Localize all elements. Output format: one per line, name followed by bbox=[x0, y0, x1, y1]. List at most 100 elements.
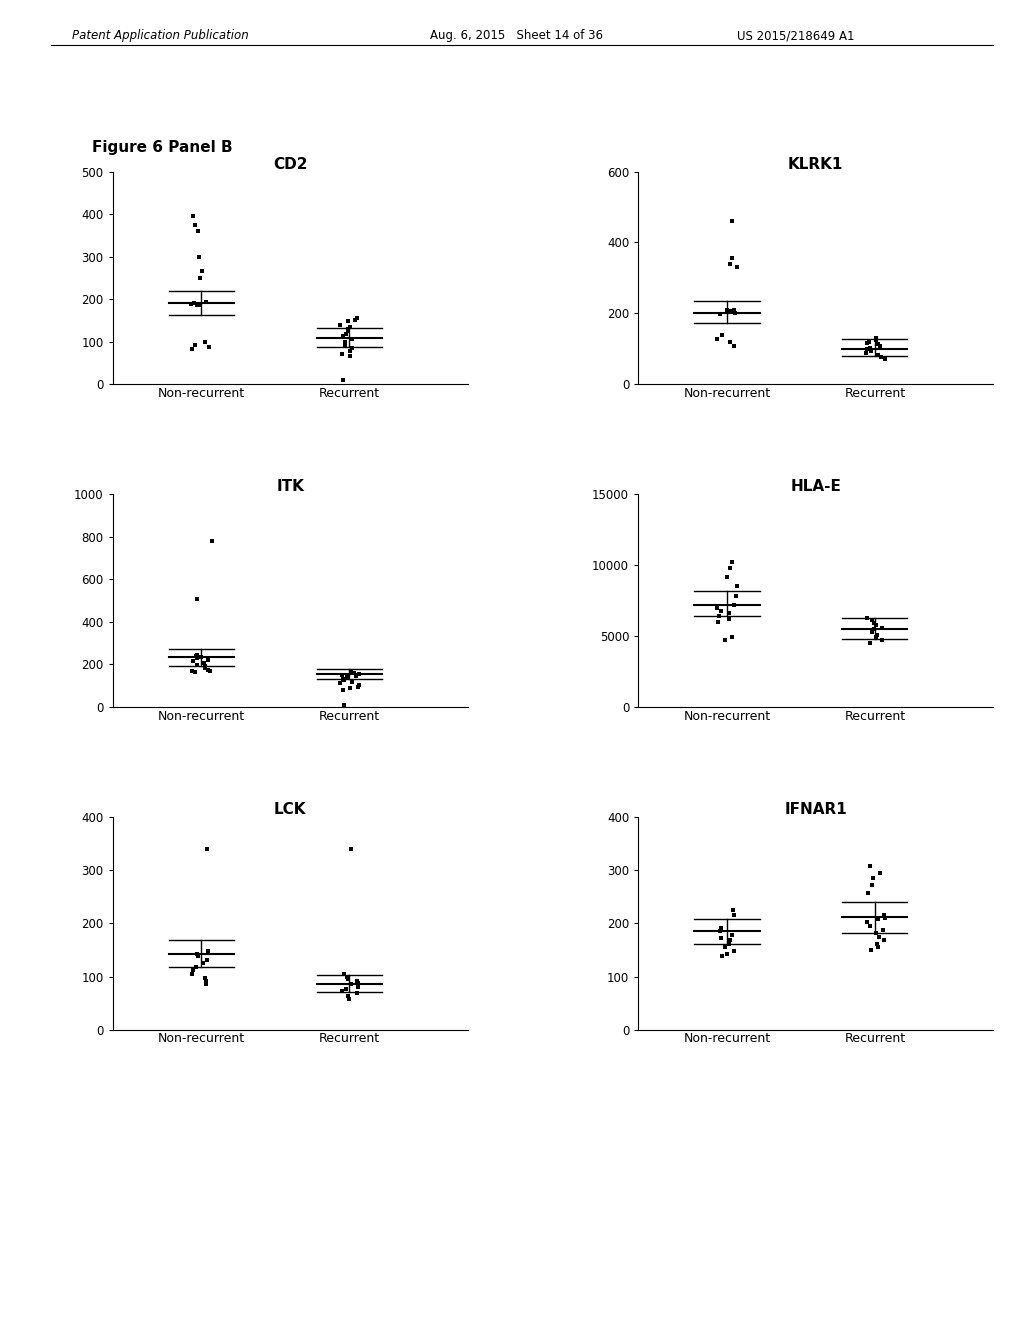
Title: HLA-E: HLA-E bbox=[791, 479, 841, 495]
Point bbox=[340, 318, 356, 339]
Point bbox=[867, 923, 884, 944]
Point bbox=[200, 659, 216, 680]
Point bbox=[726, 940, 742, 961]
Point bbox=[874, 919, 891, 940]
Point bbox=[725, 899, 741, 920]
Point bbox=[335, 680, 351, 701]
Point bbox=[335, 326, 351, 347]
Point bbox=[332, 673, 348, 694]
Point bbox=[712, 304, 728, 325]
Point bbox=[877, 908, 893, 929]
Point bbox=[863, 610, 880, 631]
Point bbox=[858, 342, 874, 363]
Point bbox=[184, 660, 201, 681]
Text: Figure 6 Panel B: Figure 6 Panel B bbox=[92, 140, 232, 154]
Point bbox=[722, 331, 738, 352]
Title: KLRK1: KLRK1 bbox=[788, 157, 844, 172]
Point bbox=[721, 603, 737, 624]
Point bbox=[198, 292, 214, 313]
Title: LCK: LCK bbox=[274, 803, 306, 817]
Point bbox=[724, 627, 740, 648]
Point bbox=[190, 945, 207, 966]
Point bbox=[338, 323, 354, 345]
Point bbox=[870, 345, 887, 366]
Point bbox=[186, 293, 203, 314]
Point bbox=[197, 968, 213, 989]
Point bbox=[341, 989, 357, 1010]
Point bbox=[334, 343, 350, 364]
Point bbox=[873, 347, 890, 368]
Point bbox=[866, 612, 883, 634]
Point bbox=[729, 256, 745, 277]
Point bbox=[722, 557, 738, 578]
Point bbox=[862, 855, 879, 876]
Point bbox=[184, 206, 201, 227]
Point bbox=[872, 862, 889, 883]
Point bbox=[344, 338, 360, 359]
Point bbox=[869, 933, 886, 954]
Point bbox=[185, 960, 202, 981]
Point bbox=[724, 248, 740, 269]
Point bbox=[187, 661, 204, 682]
Point bbox=[873, 616, 890, 638]
Point bbox=[344, 671, 360, 692]
Point bbox=[188, 647, 205, 668]
Title: IFNAR1: IFNAR1 bbox=[784, 803, 847, 817]
Point bbox=[340, 969, 356, 990]
Point bbox=[719, 300, 735, 321]
Point bbox=[189, 644, 206, 665]
Point bbox=[869, 334, 886, 355]
Point bbox=[713, 917, 729, 939]
Point bbox=[347, 310, 364, 331]
Point bbox=[863, 622, 880, 643]
Point bbox=[724, 552, 740, 573]
Point bbox=[727, 302, 743, 323]
Point bbox=[336, 669, 352, 690]
Point bbox=[864, 875, 881, 896]
Point bbox=[350, 664, 367, 685]
Point bbox=[860, 882, 877, 903]
Point bbox=[334, 981, 350, 1002]
Point bbox=[186, 214, 203, 235]
Point bbox=[861, 337, 878, 358]
Point bbox=[877, 906, 893, 927]
Point bbox=[204, 531, 220, 552]
Point bbox=[343, 661, 359, 682]
Point bbox=[201, 337, 217, 358]
Point bbox=[722, 929, 738, 950]
Point bbox=[863, 341, 880, 362]
Point bbox=[349, 676, 366, 697]
Title: ITK: ITK bbox=[276, 479, 304, 495]
Point bbox=[342, 677, 358, 698]
Point bbox=[200, 649, 216, 671]
Point bbox=[335, 370, 351, 391]
Point bbox=[335, 668, 351, 689]
Point bbox=[713, 919, 729, 940]
Title: CD2: CD2 bbox=[273, 157, 307, 172]
Point bbox=[187, 334, 204, 355]
Point bbox=[725, 594, 741, 615]
Point bbox=[196, 652, 212, 673]
Point bbox=[858, 912, 874, 933]
Point bbox=[724, 211, 740, 232]
Point bbox=[861, 331, 878, 352]
Point bbox=[862, 632, 879, 653]
Point bbox=[348, 983, 365, 1005]
Point bbox=[336, 964, 352, 985]
Point bbox=[346, 663, 362, 684]
Point bbox=[194, 261, 210, 282]
Point bbox=[877, 348, 893, 370]
Point bbox=[349, 977, 366, 998]
Point bbox=[189, 294, 206, 315]
Point bbox=[190, 220, 207, 242]
Point bbox=[872, 335, 889, 356]
Text: Patent Application Publication: Patent Application Publication bbox=[72, 29, 249, 42]
Point bbox=[729, 576, 745, 597]
Point bbox=[709, 597, 725, 618]
Text: US 2015/218649 A1: US 2015/218649 A1 bbox=[737, 29, 855, 42]
Point bbox=[859, 339, 876, 360]
Point bbox=[713, 601, 729, 622]
Point bbox=[193, 647, 209, 668]
Point bbox=[726, 300, 742, 321]
Point bbox=[341, 346, 357, 367]
